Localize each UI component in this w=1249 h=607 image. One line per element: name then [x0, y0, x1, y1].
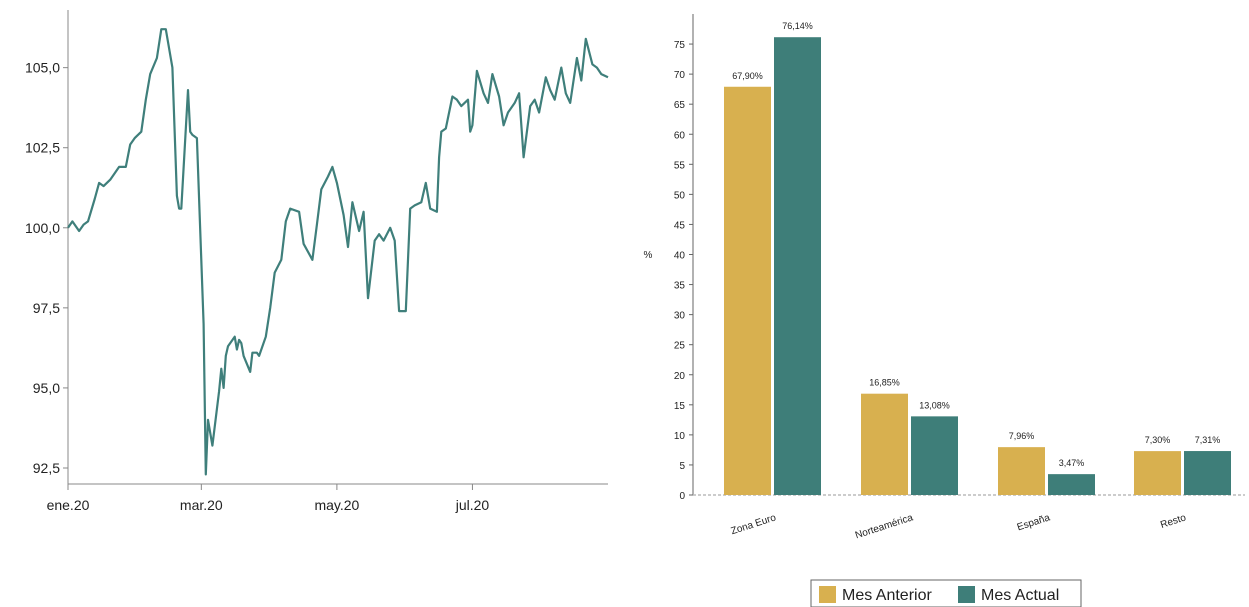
y-tick-label: 15 [674, 401, 686, 412]
y-tick-label: 20 [674, 371, 686, 382]
data-label: 7,31% [1195, 435, 1221, 445]
legend-swatch-mes-anterior [819, 586, 836, 603]
data-label: 3,47% [1059, 458, 1085, 468]
y-tick-label: 92,5 [33, 460, 60, 476]
y-tick-label: 40 [674, 251, 686, 262]
y-tick-label: 60 [674, 130, 686, 141]
legend: Mes Anterior Mes Actual [810, 579, 1082, 607]
y-tick-label: 105,0 [25, 60, 60, 76]
y-tick-label: 10 [674, 431, 686, 442]
data-label: 7,96% [1009, 431, 1035, 441]
y-tick-label: 35 [674, 281, 686, 292]
y-tick-label: 5 [679, 461, 685, 472]
y-tick-label: 30 [674, 311, 686, 322]
y-tick-label: 102,5 [25, 140, 60, 156]
y-tick-label: 55 [674, 160, 686, 171]
bar-mes-actual [911, 416, 958, 495]
y-axis-label: % [644, 250, 653, 261]
line-chart: 92,5 95,0 97,5 100,0 102,5 105,0 ene.20 mar.20 m… [25, 10, 609, 513]
category-label: Zona Euro [730, 512, 778, 537]
legend-label-mes-anterior: Mes Anterior [842, 587, 932, 604]
data-label: 7,30% [1145, 435, 1171, 445]
category-label: Norteamérica [854, 512, 915, 541]
legend-label-mes-actual: Mes Actual [981, 587, 1059, 604]
y-tick-label: 70 [674, 70, 686, 81]
y-tick-label: 25 [674, 341, 686, 352]
y-tick-label: 0 [679, 491, 685, 502]
bar-mes-actual [1184, 451, 1231, 495]
category-label: Resto [1159, 512, 1188, 531]
bar-mes-anterior [861, 393, 908, 495]
y-tick-label: 100,0 [25, 220, 60, 236]
y-tick-label: 75 [674, 40, 686, 51]
bar-mes-anterior [1134, 451, 1181, 495]
y-tick-label: 65 [674, 100, 686, 111]
bar-mes-anterior [998, 447, 1045, 495]
x-tick-label: may.20 [314, 497, 359, 513]
bar-chart: 0 5 10 15 20 25 30 35 40 45 50 55 60 65 70 75% 67,90% 76,… [644, 14, 1245, 607]
data-label: 76,14% [782, 21, 813, 31]
legend-box [810, 579, 1082, 607]
data-label: 16,85% [869, 378, 900, 388]
bar-mes-anterior [724, 86, 771, 495]
y-tick-label: 50 [674, 190, 686, 201]
data-label: 13,08% [919, 400, 950, 410]
x-tick-label: jul.20 [455, 497, 490, 513]
series-line [67, 28, 609, 476]
bar-mes-actual [774, 37, 821, 495]
y-tick-label: 97,5 [33, 300, 60, 316]
data-label: 67,90% [732, 71, 763, 81]
x-tick-label: ene.20 [47, 497, 90, 513]
category-label: España [1016, 512, 1052, 533]
x-tick-label: mar.20 [180, 497, 223, 513]
y-tick-label: 45 [674, 220, 686, 231]
y-tick-label: 95,0 [33, 380, 60, 396]
legend-swatch-mes-actual [958, 586, 975, 603]
bar-mes-actual [1048, 474, 1095, 495]
